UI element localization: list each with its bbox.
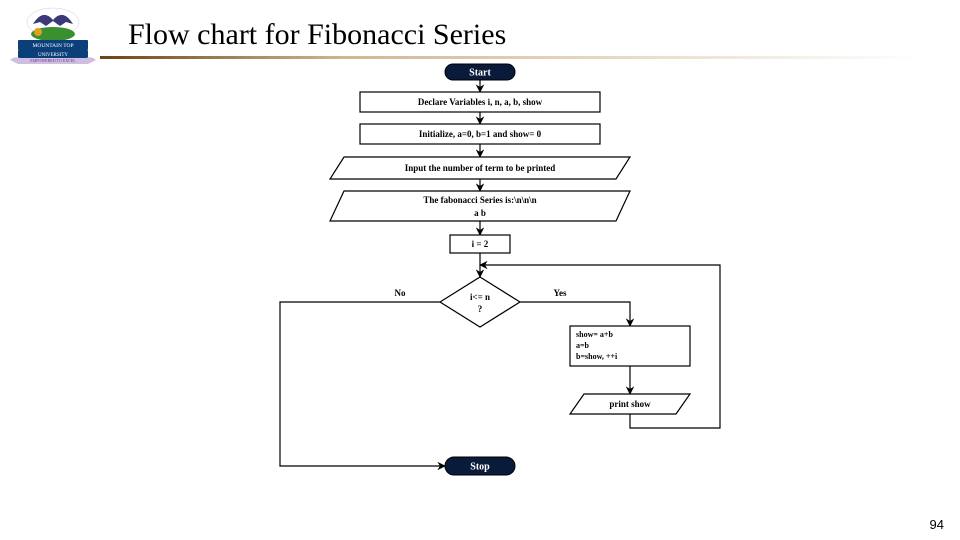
svg-text:Start: Start [469,67,491,78]
svg-text:i<= n: i<= n [470,292,490,302]
svg-text:Yes: Yes [554,288,567,298]
university-logo: MOUNTAIN TOP UNIVERSITY EMPOWERED TO EXC… [8,4,98,64]
svg-text:show= a+b: show= a+b [576,330,613,339]
svg-text:Input the number of term to be: Input the number of term to be printed [405,163,556,173]
svg-text:b=show, ++i: b=show, ++i [576,352,618,361]
logo-banner-text: EMPOWERED TO EXCEL [30,58,76,63]
logo-top-text: MOUNTAIN TOP [32,43,73,49]
title-underline [100,56,920,59]
svg-text:?: ? [478,304,483,314]
svg-text:Declare Variables i, n, a, b,: Declare Variables i, n, a, b, show [418,97,543,107]
page-number: 94 [930,517,944,532]
svg-text:a b: a b [474,208,486,218]
svg-text:Stop: Stop [470,461,490,472]
svg-text:No: No [395,288,406,298]
svg-text:i = 2: i = 2 [472,239,489,249]
svg-text:print show: print show [609,399,651,409]
fibonacci-flowchart: Start Declare Variables i, n, a, b, show I… [200,60,760,520]
slide-title: Flow chart for Fibonacci Series [128,18,506,52]
svg-text:a=b: a=b [576,341,590,350]
svg-text:The fabonacci Series is:\n\n\n: The fabonacci Series is:\n\n\n [423,195,536,205]
svg-text:Initialize, a=0, b=1 and show=: Initialize, a=0, b=1 and show= 0 [419,129,542,139]
